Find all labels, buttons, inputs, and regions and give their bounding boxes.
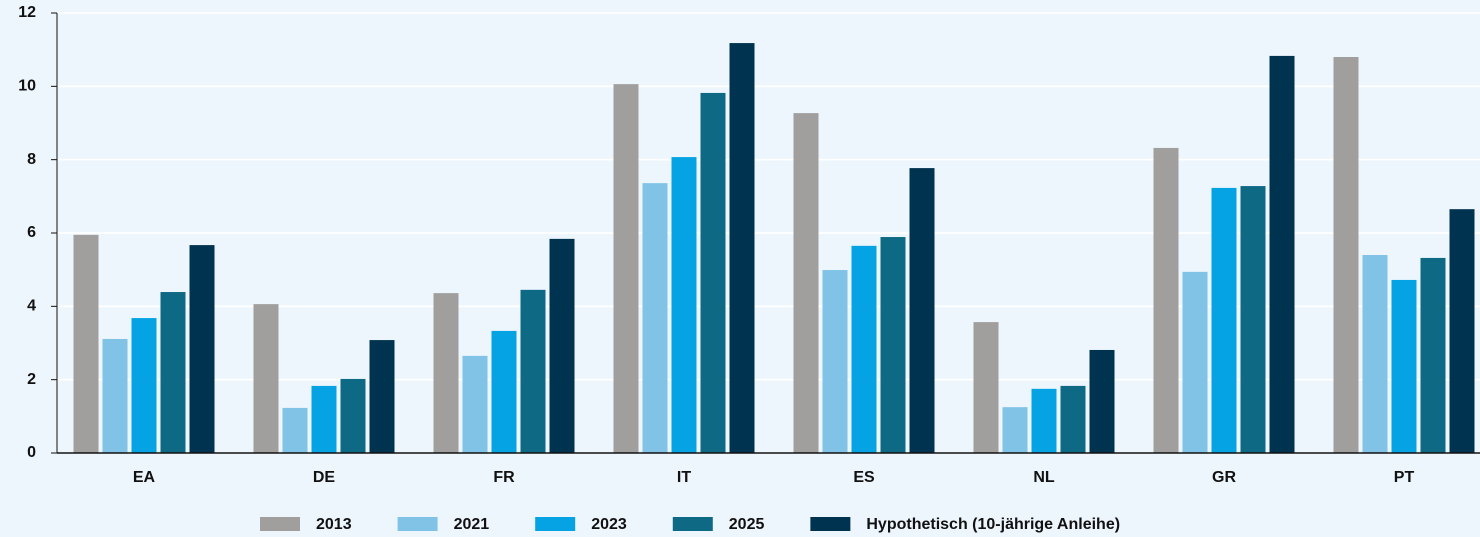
bar <box>340 378 366 453</box>
legend-label: 2023 <box>591 516 627 533</box>
y-tick-label: 0 <box>27 444 36 461</box>
y-tick-label: 8 <box>27 151 36 168</box>
bar <box>253 304 279 453</box>
bar <box>1153 147 1179 453</box>
y-tick-label: 12 <box>18 4 36 21</box>
y-tick-label: 6 <box>27 224 36 241</box>
bar <box>1333 57 1359 453</box>
legend-label: 2025 <box>729 516 765 533</box>
bar <box>1240 186 1266 454</box>
bar <box>822 270 848 453</box>
bar <box>491 330 517 453</box>
x-tick-label: GR <box>1212 469 1236 486</box>
bar <box>1420 257 1446 453</box>
legend-swatch <box>810 517 851 531</box>
bar <box>793 113 819 453</box>
bar <box>549 238 575 453</box>
bar <box>1060 385 1086 453</box>
bar <box>1182 271 1208 453</box>
legend-swatch <box>260 517 300 531</box>
bar <box>1089 349 1115 453</box>
bar <box>160 292 186 453</box>
bar <box>1211 187 1237 453</box>
bar <box>613 84 639 453</box>
bar <box>671 157 697 453</box>
bar <box>1002 407 1028 453</box>
bar <box>1031 388 1057 453</box>
legend-swatch <box>672 517 713 531</box>
bar <box>880 237 906 453</box>
y-tick-label: 4 <box>27 298 36 315</box>
y-tick-label: 10 <box>18 78 36 95</box>
bar <box>1391 279 1417 453</box>
bar <box>1269 55 1295 454</box>
bar <box>369 340 395 453</box>
bar <box>282 407 308 453</box>
bar <box>1362 255 1388 453</box>
bar <box>462 355 488 453</box>
bar <box>1449 209 1475 453</box>
x-tick-label: ES <box>853 469 875 486</box>
bar <box>700 92 726 453</box>
legend-label: 2021 <box>454 516 490 533</box>
bar <box>131 318 157 453</box>
x-tick-label: NL <box>1033 469 1055 486</box>
x-tick-label: PT <box>1394 469 1415 486</box>
legend-label: Hypothetisch (10-jährige Anleihe) <box>866 516 1120 533</box>
x-tick-label: EA <box>133 469 156 486</box>
bar <box>642 183 668 453</box>
bar <box>433 293 459 453</box>
bar <box>973 322 999 453</box>
bar <box>73 234 99 453</box>
x-tick-label: FR <box>493 469 515 486</box>
legend-swatch <box>397 517 438 531</box>
bar <box>311 385 337 453</box>
bar <box>520 289 546 453</box>
x-tick-label: DE <box>313 469 336 486</box>
legend-label: 2013 <box>316 516 352 533</box>
legend-swatch <box>535 517 576 531</box>
bar <box>189 245 215 453</box>
bar <box>729 43 755 454</box>
y-tick-label: 2 <box>27 371 36 388</box>
bar <box>102 338 128 453</box>
x-tick-label: IT <box>677 469 691 486</box>
bar <box>909 168 935 453</box>
bar <box>851 245 877 453</box>
